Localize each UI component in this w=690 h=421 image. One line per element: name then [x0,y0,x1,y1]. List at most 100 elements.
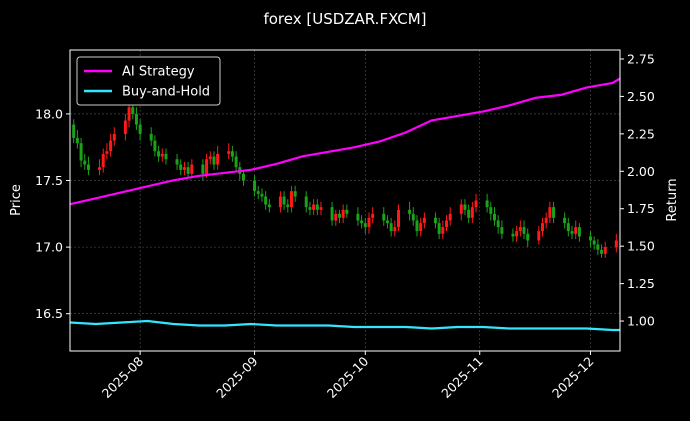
candle-body [437,223,441,234]
candle-body [330,207,334,221]
candle-body [459,204,463,214]
candle-body [574,227,578,234]
candle-body [356,213,360,221]
candle-body [131,107,135,114]
candle-body [293,191,297,197]
candle-body [149,133,153,141]
candle-body [537,231,541,241]
candle-body [500,227,504,234]
y-left-tick-label: 16.5 [35,306,63,321]
candle-body [596,244,600,250]
chart-title: forex [USDZAR.FXCM] [263,10,426,28]
candle-body [489,207,493,214]
candle-body [75,137,79,144]
candle-body [190,164,194,174]
candle-body [216,153,220,165]
candle-body [98,167,102,170]
ai-strategy-line [69,77,621,206]
candle-body [304,196,308,208]
candle-body [345,209,349,214]
candle-body [205,159,209,174]
candle-body [179,164,183,170]
candle-body [363,223,367,228]
candle-body [308,207,312,210]
candle-body [385,220,389,224]
candle-body [79,143,83,161]
candle-body [603,247,607,254]
candle-body [522,227,526,234]
candle-body [588,236,592,241]
candle-layer [72,97,618,258]
candle-body [470,207,474,218]
candle-body [341,209,345,218]
candle-body [234,156,238,168]
line-layer [69,77,621,332]
candle-body [312,204,316,210]
y-right-tick-label: 2.00 [627,164,655,179]
candle-body [411,213,415,221]
candle-body [445,220,449,228]
candle-body [526,233,530,241]
plot-frame [69,49,621,352]
candle-body [367,217,371,228]
candle-body [544,217,548,224]
y-right-tick-label: 2.50 [627,89,655,104]
y-right-tick-label: 1.25 [627,276,655,291]
candle-body [289,191,293,208]
candle-body [182,167,186,170]
candle-body [105,151,109,154]
candle-body [548,207,552,218]
candle-body [600,249,604,254]
legend-box [76,56,221,106]
candle-body [433,217,437,224]
candle-body [393,227,397,232]
candle-body [518,227,522,232]
candle-body [164,153,168,160]
buy-and-hold-line [69,319,620,332]
legend: AI Strategy Buy-and-Hold [76,56,221,106]
candle-body [208,156,212,160]
candle-body [278,196,282,208]
candle-body [315,204,319,210]
candle-body [496,220,500,228]
candle-body [109,140,113,152]
candle-body [86,164,90,170]
y-right-tick-label: 2.25 [627,126,655,141]
y-right-tick-label: 2.75 [627,51,655,66]
y-right-tick-label: 1.50 [627,239,655,254]
candle-body [467,209,471,218]
candle-body [511,233,515,237]
candle-body [397,209,401,228]
candle-body [552,207,556,218]
candle-body [592,240,596,245]
candle-body [319,207,323,210]
candle-body [134,113,138,125]
candle-body [253,180,257,192]
candle-body [337,213,341,218]
candle-body [577,227,581,237]
candle-body [264,196,268,205]
candle-body [72,124,76,138]
candle-body [267,204,271,208]
candle-body [540,223,544,232]
y-left-tick-label: 17.0 [35,240,63,255]
candle-body [230,151,234,157]
candle-body [415,220,419,232]
candle-body [492,213,496,221]
candle-body [441,227,445,234]
candle-body [360,220,364,224]
candle-body [123,120,127,134]
y-left-tick-label: 18.0 [35,106,63,121]
candle-body [157,151,161,157]
candle-body [485,200,489,208]
candle-body [371,213,375,218]
candle-body [101,153,105,168]
candle-body [138,124,142,134]
candle-body [186,167,190,174]
candle-body [153,140,157,152]
candle-body [260,193,264,197]
candle-body [212,156,216,165]
candle-body [201,164,205,174]
candle-body [382,213,386,221]
